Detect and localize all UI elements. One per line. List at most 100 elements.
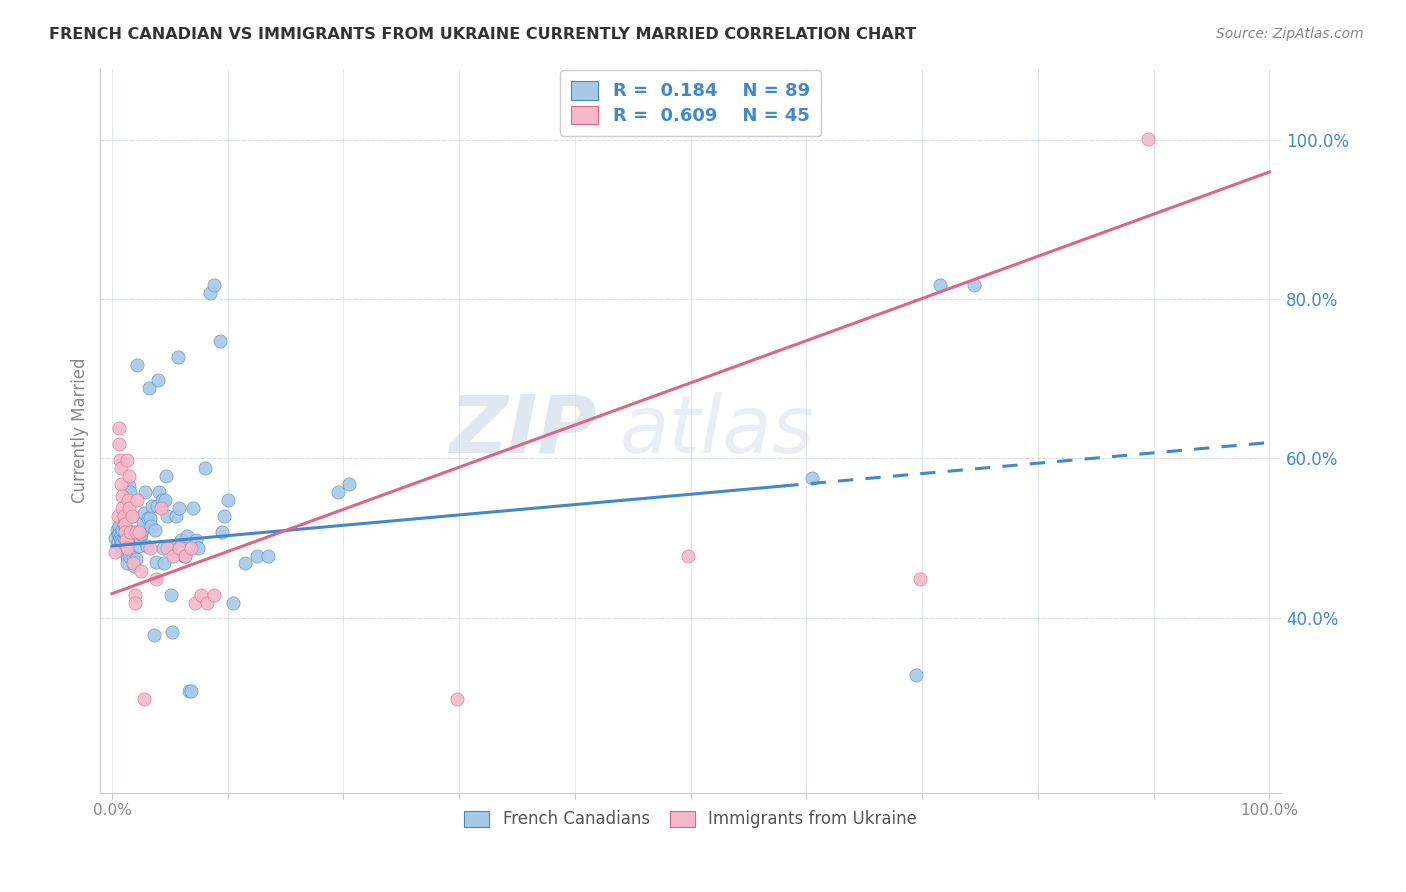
Point: [134, 484, 156, 499]
Point: [160, 588, 183, 602]
Point: [149, 500, 172, 515]
Point: [134, 506, 156, 520]
Point: [129, 527, 152, 541]
Point: [108, 527, 131, 541]
Point: [202, 277, 225, 292]
Point: [159, 541, 181, 555]
Point: [202, 588, 225, 602]
Point: [135, 539, 157, 553]
Point: [112, 516, 135, 531]
Text: Source: ZipAtlas.com: Source: ZipAtlas.com: [1216, 27, 1364, 41]
Point: [446, 691, 468, 706]
Point: [125, 524, 148, 539]
Point: [148, 374, 170, 388]
Point: [121, 508, 143, 523]
Point: [111, 500, 134, 515]
Point: [179, 683, 201, 698]
Point: [114, 533, 136, 547]
Point: [908, 573, 931, 587]
Point: [176, 528, 198, 542]
Point: [112, 516, 135, 531]
Point: [112, 531, 135, 545]
Point: [108, 437, 131, 451]
Point: [107, 527, 129, 541]
Point: [200, 285, 222, 300]
Point: [141, 519, 163, 533]
Point: [111, 489, 134, 503]
Point: [114, 521, 136, 535]
Text: FRENCH CANADIAN VS IMMIGRANTS FROM UKRAINE CURRENTLY MARRIED CORRELATION CHART: FRENCH CANADIAN VS IMMIGRANTS FROM UKRAI…: [49, 27, 917, 42]
Point: [222, 596, 245, 610]
Point: [124, 596, 146, 610]
Text: atlas: atlas: [620, 392, 814, 469]
Point: [246, 549, 269, 563]
Point: [146, 499, 169, 513]
Point: [233, 557, 256, 571]
Point: [139, 511, 162, 525]
Point: [117, 492, 139, 507]
Point: [156, 508, 179, 523]
Point: [153, 492, 176, 507]
Point: [145, 555, 167, 569]
Point: [108, 539, 131, 553]
Point: [152, 541, 174, 555]
Point: [212, 508, 235, 523]
Point: [111, 535, 134, 549]
Point: [184, 596, 207, 610]
Point: [115, 453, 138, 467]
Point: [131, 523, 153, 537]
Point: [108, 531, 131, 545]
Point: [190, 588, 212, 602]
Point: [120, 484, 142, 499]
Point: [142, 628, 165, 642]
Point: [217, 492, 239, 507]
Point: [124, 524, 146, 539]
Point: [120, 524, 142, 539]
Point: [110, 476, 132, 491]
Point: [141, 499, 163, 513]
Legend: French Canadians, Immigrants from Ukraine: French Canadians, Immigrants from Ukrain…: [458, 804, 924, 835]
Point: [138, 381, 160, 395]
Point: [678, 549, 700, 563]
Point: [905, 668, 928, 682]
Point: [114, 523, 136, 537]
Point: [136, 511, 159, 525]
Point: [110, 527, 132, 541]
Point: [170, 533, 193, 547]
Point: [180, 541, 202, 555]
Point: [110, 533, 132, 547]
Point: [156, 541, 179, 555]
Point: [107, 508, 129, 523]
Point: [165, 508, 187, 523]
Text: ZIP: ZIP: [449, 392, 596, 469]
Point: [1136, 131, 1159, 145]
Point: [173, 549, 195, 563]
Point: [122, 558, 145, 573]
Point: [104, 531, 127, 545]
Point: [108, 453, 131, 467]
Point: [208, 334, 231, 348]
Point: [121, 557, 143, 571]
Point: [187, 541, 209, 555]
Point: [114, 524, 136, 539]
Point: [257, 549, 280, 563]
Point: [117, 543, 139, 558]
Point: [148, 484, 170, 499]
Point: [115, 541, 138, 555]
Point: [107, 535, 129, 549]
Point: [127, 492, 149, 507]
Point: [118, 479, 141, 493]
Point: [121, 533, 143, 547]
Point: [143, 523, 166, 537]
Point: [108, 519, 131, 533]
Point: [180, 683, 202, 698]
Point: [105, 523, 128, 537]
Point: [928, 277, 950, 292]
Point: [115, 549, 138, 563]
Point: [121, 549, 143, 563]
Point: [153, 557, 176, 571]
Point: [112, 508, 135, 523]
Point: [110, 461, 132, 475]
Point: [167, 350, 190, 364]
Point: [162, 549, 184, 563]
